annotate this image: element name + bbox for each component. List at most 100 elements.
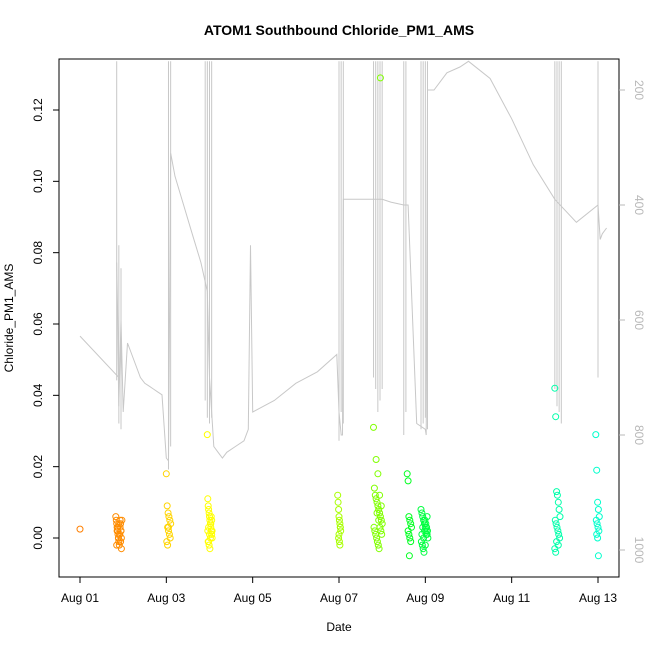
data-point [76,525,84,533]
data-point [165,523,172,531]
data-point [117,538,125,546]
data-point [592,431,600,439]
data-point [164,541,172,549]
data-point [595,527,603,535]
data-point [335,530,343,538]
data-point [376,509,384,517]
y2-tick-label: 200 [632,80,646,100]
data-point [115,520,123,528]
data-point [422,530,430,538]
data-point [594,498,602,506]
data-point [378,530,386,538]
data-point [553,538,561,546]
data-point [377,516,385,524]
x-tick-label: Aug 09 [406,591,444,605]
data-point [593,520,601,528]
data-point [208,530,216,538]
x-tick-label: Aug 11 [493,591,530,605]
y2-tick-label: 600 [632,310,646,330]
data-point [117,534,125,542]
data-point [335,538,343,546]
data-point [205,538,213,546]
data-point [208,516,216,524]
data-point [552,413,560,421]
data-point [406,534,414,542]
x-axis: Aug 01 Aug 03 Aug 05 Aug 07 Aug 09 Aug 11 Aug … [61,577,617,605]
data-point [593,466,601,474]
data-point [334,498,342,506]
data-point [555,506,563,513]
data-point [553,488,561,496]
data-point [405,552,413,560]
data-point [551,516,559,524]
data-point [424,534,432,542]
x-tick-label: Aug 01 [61,591,99,605]
x-tick-label: Aug 05 [234,591,272,605]
x-tick-label: Aug 03 [147,591,185,605]
data-point [421,527,428,535]
data-point [405,513,413,521]
data-point [375,545,383,553]
data-point [377,527,385,535]
data-point [116,516,124,524]
data-point [337,527,345,535]
data-point [204,495,212,503]
data-point [166,516,174,524]
altitude-trace-line [79,60,608,463]
data-point [553,491,561,499]
y-axis-label: Chloride_PM1_AMS [2,264,16,373]
data-point [417,506,425,513]
data-point [373,538,381,546]
y-tick-label: 0.06 [31,312,45,336]
data-point [407,538,415,546]
data-point [423,513,431,521]
data-point [373,534,381,542]
data-point [404,527,412,535]
data-point [375,516,383,524]
data-point [554,527,562,535]
data-point [404,477,412,485]
y-tick-label: 0.10 [31,169,45,193]
data-point [594,552,602,560]
data-point [377,502,385,510]
data-point [593,530,601,538]
data-point [373,509,381,517]
y2-tick-label: 400 [632,195,646,215]
data-point [165,513,173,521]
data-point [113,527,121,535]
data-point [206,534,214,542]
data-point [378,520,386,528]
data-point [114,534,122,542]
x-tick-label: Aug 07 [320,591,358,605]
data-point [371,491,379,499]
data-point [405,530,413,538]
data-point [556,513,564,521]
y-tick-label: 0.08 [31,241,45,265]
data-point [403,470,411,478]
data-point [551,384,559,392]
data-point [205,523,213,531]
data-point [205,541,213,549]
y-axis-left: 0.00 0.02 0.04 0.06 0.08 0.10 0.12 [31,98,59,550]
data-point [207,520,215,528]
data-point [208,527,216,535]
data-point [112,513,120,521]
data-point [203,431,211,439]
data-point [372,495,380,503]
data-point [162,470,170,478]
data-point [554,498,562,506]
x-tick-label: Aug 13 [579,591,617,605]
data-point [376,491,384,499]
data-point [335,516,343,524]
data-point [113,541,121,549]
data-point [406,516,414,524]
data-point [374,470,382,478]
data-point [166,534,174,542]
data-point [594,506,602,513]
data-point [417,538,425,546]
y2-tick-label: 800 [632,425,646,445]
data-point [335,534,343,542]
data-point [372,456,380,463]
y-tick-label: 0.00 [31,526,45,550]
